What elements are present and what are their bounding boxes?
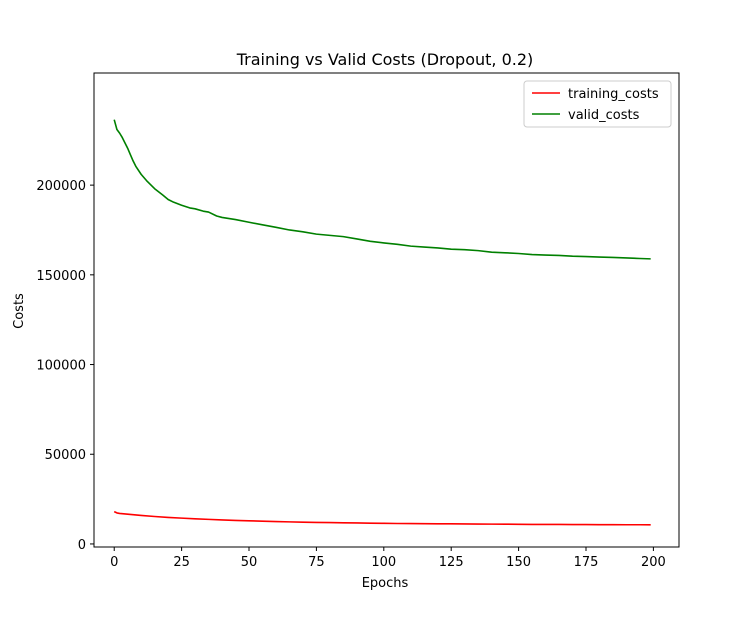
x-tick-label: 200 <box>641 555 666 570</box>
x-tick-label: 125 <box>439 555 464 570</box>
x-tick-label: 175 <box>574 555 599 570</box>
x-tick-label: 25 <box>173 555 190 570</box>
x-tick-label: 150 <box>506 555 531 570</box>
y-tick-label: 200000 <box>36 179 86 194</box>
y-axis-label: Costs <box>12 293 27 329</box>
series-line-training_costs <box>113 510 651 526</box>
y-tick-label: 0 <box>78 538 86 553</box>
x-axis-label: Epochs <box>362 576 409 591</box>
x-tick-label: 75 <box>308 555 325 570</box>
legend: training_costs valid_costs <box>523 80 672 128</box>
x-tick-label: 100 <box>371 555 396 570</box>
y-tick-label: 50000 <box>45 448 86 463</box>
legend-label-training_costs: training_costs <box>568 87 659 102</box>
plot-area: 0 25 50 75 100 125 150 175 200 0 50000 100000 150000… <box>36 72 680 570</box>
y-tick-label: 150000 <box>36 269 86 284</box>
series-line-valid_costs <box>113 119 651 260</box>
x-tick-label: 0 <box>110 555 118 570</box>
legend-box <box>523 80 672 128</box>
legend-label-valid_costs: valid_costs <box>568 108 640 123</box>
y-tick-label: 100000 <box>36 359 86 374</box>
axes-frame <box>93 72 680 548</box>
x-tick-label: 50 <box>241 555 258 570</box>
chart-title: Training vs Valid Costs (Dropout, 0.2) <box>236 50 534 69</box>
